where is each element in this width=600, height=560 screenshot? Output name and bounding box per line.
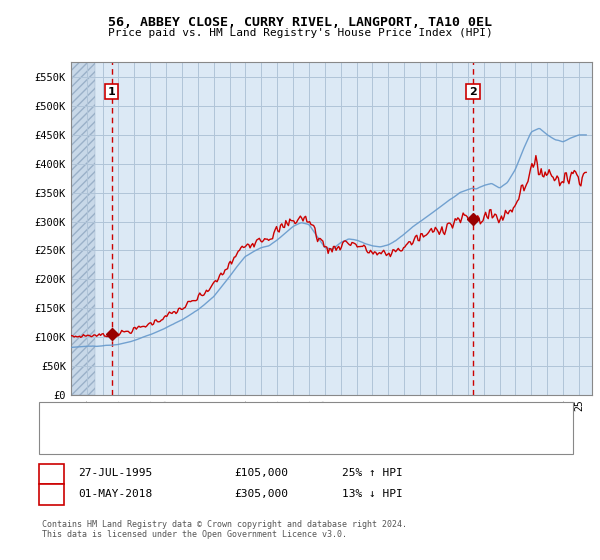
Text: 56, ABBEY CLOSE, CURRY RIVEL, LANGPORT, TA10 0EL (detached house): 56, ABBEY CLOSE, CURRY RIVEL, LANGPORT, …: [99, 413, 481, 423]
Text: 2: 2: [48, 489, 55, 499]
Text: HPI: Average price, detached house, Somerset: HPI: Average price, detached house, Some…: [99, 435, 358, 444]
Text: 56, ABBEY CLOSE, CURRY RIVEL, LANGPORT, TA10 0EL: 56, ABBEY CLOSE, CURRY RIVEL, LANGPORT, …: [108, 16, 492, 29]
Text: 27-JUL-1995: 27-JUL-1995: [78, 468, 152, 478]
Text: Price paid vs. HM Land Registry's House Price Index (HPI): Price paid vs. HM Land Registry's House …: [107, 28, 493, 38]
Text: £305,000: £305,000: [234, 489, 288, 499]
Bar: [71, 62, 95, 395]
Text: £105,000: £105,000: [234, 468, 288, 478]
Text: 25% ↑ HPI: 25% ↑ HPI: [342, 468, 403, 478]
Text: 01-MAY-2018: 01-MAY-2018: [78, 489, 152, 499]
Text: 1: 1: [48, 468, 55, 478]
Text: 13% ↓ HPI: 13% ↓ HPI: [342, 489, 403, 499]
Text: 1: 1: [108, 87, 116, 96]
Text: 2: 2: [469, 87, 477, 96]
Text: Contains HM Land Registry data © Crown copyright and database right 2024.
This d: Contains HM Land Registry data © Crown c…: [42, 520, 407, 539]
